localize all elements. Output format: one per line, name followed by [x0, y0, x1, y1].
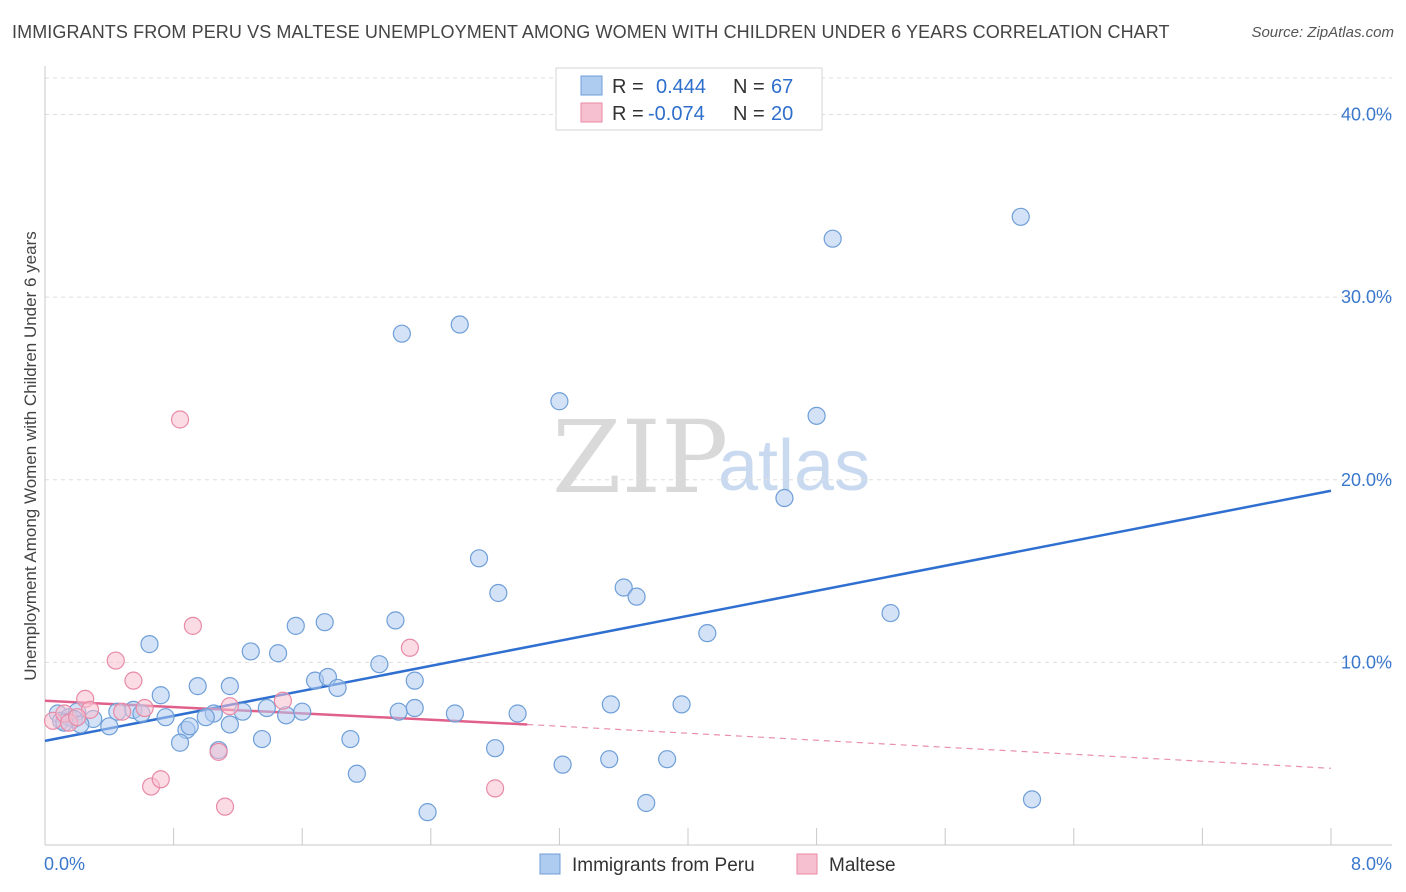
axes	[44, 66, 1392, 846]
maltese-n-label: N =	[733, 103, 765, 125]
peru-swatch	[580, 75, 603, 96]
peru-point-19	[257, 698, 276, 718]
peru-point-57	[1011, 207, 1030, 226]
maltese-point-11	[170, 410, 190, 429]
maltese-point-15	[220, 697, 239, 716]
peru-point-9	[170, 733, 190, 752]
peru-point-11	[156, 708, 175, 727]
peru-point-7	[151, 686, 170, 705]
peru-point-13	[220, 715, 239, 734]
maltese-point-5	[106, 651, 125, 670]
peru-point-58	[1022, 790, 1042, 809]
peru-r-label: R =	[612, 76, 644, 98]
peru-point-40	[486, 739, 505, 758]
peru-point-29	[347, 764, 366, 783]
peru-point-35	[405, 671, 424, 690]
peru-point-53	[775, 488, 794, 508]
series-legend: Immigrants from Peru Maltese	[539, 853, 896, 876]
peru-point-46	[601, 695, 620, 714]
maltese-swatch	[580, 102, 603, 123]
maltese-point-10	[151, 770, 170, 789]
peru-point-31	[386, 611, 405, 630]
maltese-point-6	[113, 702, 132, 721]
y-tick-label-1: 20.0%	[1341, 470, 1392, 490]
maltese-point-8	[135, 698, 154, 718]
maltese-trend-extension	[527, 723, 1332, 769]
grid-lines	[45, 77, 1392, 663]
peru-point-65	[180, 717, 199, 736]
legend-maltese-label: Maltese	[829, 855, 896, 876]
peru-point-10	[188, 677, 207, 696]
peru-point-47	[614, 578, 633, 597]
scatter-points	[43, 207, 1042, 822]
peru-point-48	[627, 587, 646, 606]
y-tick-label-3: 40.0%	[1341, 105, 1392, 125]
y-tick-label-2: 30.0%	[1341, 287, 1392, 307]
source-label: Source: ZipAtlas.com	[1251, 24, 1394, 41]
legend-peru-swatch	[539, 853, 561, 875]
peru-point-41	[489, 583, 508, 603]
peru-point-14	[220, 677, 239, 696]
peru-point-17	[241, 642, 260, 661]
stats-legend: R = 0.444 N = 67 R = -0.074 N = 20	[555, 67, 823, 131]
peru-point-36	[418, 803, 437, 822]
tick-labels: 10.0% 20.0% 30.0% 40.0% 0.0% 8.0%	[44, 105, 1392, 874]
peru-point-45	[600, 750, 619, 769]
watermark-zip: ZIP	[552, 399, 728, 516]
peru-point-44	[553, 755, 572, 774]
x-tick-label-0: 0.0%	[44, 854, 85, 874]
peru-point-50	[658, 750, 677, 769]
peru-point-49	[637, 793, 656, 813]
maltese-point-12	[183, 616, 202, 635]
maltese-point-17	[400, 638, 420, 657]
peru-point-32	[389, 702, 408, 721]
peru-trend-line	[44, 489, 1332, 743]
peru-point-28	[341, 729, 360, 749]
peru-point-54	[807, 406, 826, 425]
maltese-r-label: R =	[612, 103, 644, 125]
peru-point-33	[392, 324, 411, 343]
peru-point-51	[672, 695, 691, 714]
maltese-point-14	[215, 797, 235, 816]
peru-point-27	[328, 678, 347, 698]
peru-point-18	[252, 729, 272, 749]
peru-point-42	[508, 704, 527, 723]
maltese-r-value: -0.074	[648, 103, 705, 125]
peru-point-34	[405, 698, 424, 718]
peru-point-66	[196, 708, 215, 727]
peru-point-63	[100, 717, 119, 736]
x-tick-label-1: 8.0%	[1351, 854, 1392, 874]
peru-point-56	[881, 603, 900, 623]
peru-point-22	[286, 616, 305, 635]
maltese-point-18	[486, 779, 505, 798]
peru-point-39	[469, 549, 489, 568]
peru-point-6	[140, 635, 159, 654]
maltese-point-19	[68, 708, 87, 727]
y-axis-label: Unemployment Among Women with Children U…	[21, 231, 40, 680]
peru-point-30	[370, 655, 389, 674]
peru-r-value: 0.444	[656, 76, 706, 98]
peru-point-37	[445, 704, 465, 723]
watermark-atlas: atlas	[718, 426, 870, 506]
legend-peru-label: Immigrants from Peru	[572, 855, 755, 876]
peru-point-38	[450, 315, 469, 334]
peru-point-21	[268, 644, 288, 663]
peru-point-25	[315, 613, 334, 632]
chart-title: IMMIGRANTS FROM PERU VS MALTESE UNEMPLOY…	[12, 22, 1170, 42]
peru-point-55	[823, 229, 842, 248]
peru-n-label: N =	[733, 76, 765, 98]
maltese-n-value: 20	[771, 103, 793, 125]
legend-maltese-swatch	[796, 853, 818, 875]
maltese-point-13	[209, 742, 228, 761]
peru-n-value: 67	[771, 76, 793, 98]
peru-point-52	[698, 624, 717, 643]
maltese-point-16	[273, 691, 293, 710]
y-tick-label-0: 10.0%	[1341, 652, 1392, 672]
peru-point-43	[550, 392, 569, 411]
peru-point-23	[293, 702, 312, 721]
maltese-point-7	[124, 671, 143, 690]
